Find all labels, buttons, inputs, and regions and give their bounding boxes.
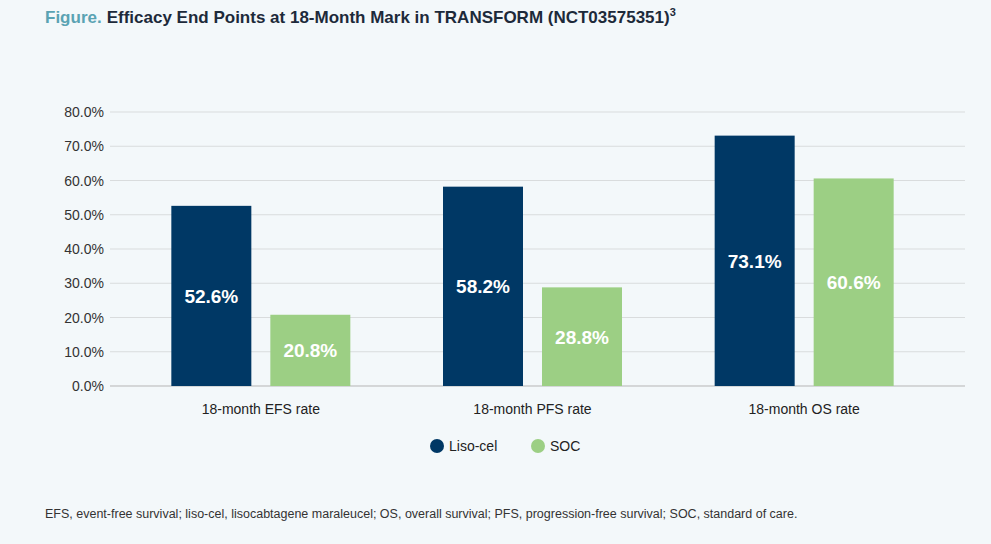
data-label: 52.6% [184, 286, 238, 307]
legend-swatch [531, 439, 545, 453]
data-label: 58.2% [456, 276, 510, 297]
legend-label: Liso-cel [449, 438, 497, 454]
y-tick-label: 70.0% [64, 138, 104, 154]
bar [443, 187, 523, 386]
bar [542, 287, 622, 386]
grid-line [110, 146, 965, 147]
grid [110, 112, 965, 386]
legend: Liso-cel SOC [430, 438, 580, 454]
bar [715, 136, 795, 386]
footnote: EFS, event-free survival; liso-cel, liso… [45, 507, 797, 521]
bar [171, 206, 251, 386]
x-tick-label: 18-month PFS rate [473, 401, 591, 417]
title-text: Efficacy End Points at 18-Month Mark in … [107, 8, 670, 27]
bar [814, 178, 894, 386]
y-tick-label: 30.0% [64, 275, 104, 291]
y-tick-label: 60.0% [64, 173, 104, 189]
y-tick-label: 40.0% [64, 241, 104, 257]
data-labels: 52.6% 20.8% 58.2% 28.8% 73.1% 60.6% [184, 251, 880, 362]
legend-swatch [430, 439, 444, 453]
x-tick-label: 18-month OS rate [749, 401, 860, 417]
title: Figure. Efficacy End Points at 18-Month M… [45, 6, 676, 27]
y-tick-label: 0.0% [72, 378, 104, 394]
data-label: 20.8% [283, 340, 337, 361]
y-tick-label: 20.0% [64, 310, 104, 326]
data-label: 28.8% [555, 327, 609, 348]
y-tick-label: 80.0% [64, 104, 104, 120]
background [0, 0, 991, 544]
legend-label: SOC [550, 438, 580, 454]
bars [171, 136, 893, 386]
bar [270, 315, 350, 386]
x-tick-label: 18-month EFS rate [202, 401, 320, 417]
y-tick-label: 50.0% [64, 207, 104, 223]
grid-line [110, 112, 965, 113]
chart: Figure. Efficacy End Points at 18-Month M… [0, 0, 991, 544]
data-label: 60.6% [827, 272, 881, 293]
data-label: 73.1% [728, 251, 782, 272]
y-tick-label: 10.0% [64, 344, 104, 360]
title-label: Figure. [45, 8, 102, 27]
title-superscript: 3 [670, 6, 676, 18]
